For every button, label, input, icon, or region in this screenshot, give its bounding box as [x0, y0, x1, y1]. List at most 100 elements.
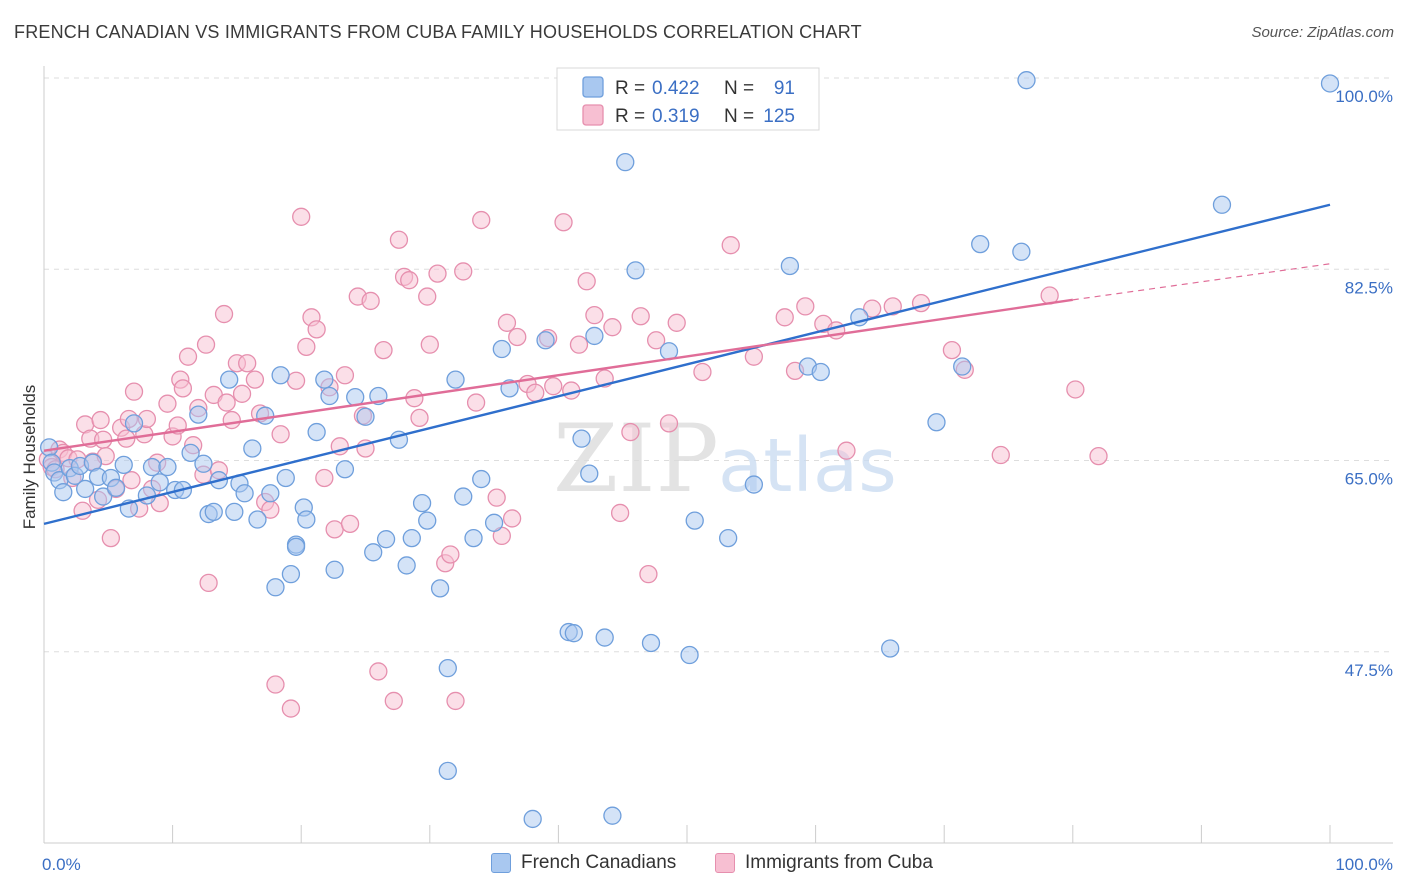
data-point: [780, 256, 800, 276]
data-point: [297, 337, 316, 356]
data-point: [281, 565, 301, 584]
data-point: [595, 628, 614, 647]
y-tick-label: 100.0%: [1335, 87, 1393, 106]
data-point: [384, 691, 403, 711]
data-point: [603, 806, 622, 825]
data-point: [204, 502, 223, 522]
x-tick-label: 0.0%: [42, 855, 81, 874]
data-point: [364, 543, 383, 562]
data-point: [374, 340, 393, 360]
data-point: [1089, 446, 1108, 466]
data-point: [220, 370, 239, 389]
data-point: [325, 560, 344, 579]
data-point: [466, 393, 486, 412]
legend-stats: R = 0.422 N = 91 R = 0.319 N = 125: [556, 67, 820, 131]
data-point: [523, 809, 542, 829]
data-point: [94, 430, 113, 449]
data-point: [631, 307, 650, 326]
data-point: [639, 565, 658, 584]
data-point: [297, 510, 316, 529]
data-point: [721, 236, 740, 255]
data-point: [659, 414, 679, 433]
data-point: [261, 484, 280, 503]
trend-line: [43, 203, 1331, 526]
data-point: [76, 479, 95, 499]
legend-stat-swatch: [582, 104, 604, 126]
data-point: [685, 511, 704, 530]
chart-title: FRENCH CANADIAN VS IMMIGRANTS FROM CUBA …: [14, 22, 862, 42]
data-point: [54, 483, 73, 502]
data-point: [454, 487, 473, 506]
data-point: [124, 382, 144, 401]
data-point: [181, 443, 200, 463]
data-point: [271, 425, 290, 444]
data-point: [142, 457, 162, 477]
data-point: [464, 528, 483, 548]
data-point: [536, 331, 555, 350]
data-point: [376, 530, 396, 549]
data-point: [1320, 74, 1340, 93]
data-point: [397, 556, 416, 575]
data-point: [603, 318, 622, 337]
data-point: [189, 405, 208, 424]
data-point: [196, 335, 216, 354]
data-point: [248, 510, 267, 529]
data-point: [430, 579, 450, 598]
data-point: [232, 384, 252, 403]
data-point: [1212, 195, 1232, 214]
data-point: [217, 393, 236, 412]
data-point: [173, 379, 193, 398]
data-point: [472, 210, 491, 230]
data-point: [276, 468, 295, 488]
data-point: [438, 761, 457, 781]
data-point: [811, 362, 830, 382]
legend-n-label: N =: [724, 78, 754, 99]
data-point: [1017, 71, 1036, 90]
series-french-canadians: [39, 71, 1340, 829]
data-point: [454, 262, 473, 281]
data-point: [420, 335, 439, 354]
data-point: [526, 383, 545, 402]
data-point: [412, 493, 432, 513]
data-point: [286, 537, 306, 556]
data-point: [243, 439, 262, 458]
legend-n-value: 91: [774, 78, 795, 99]
data-point: [863, 299, 882, 318]
trend-line: [43, 298, 1073, 452]
data-point: [266, 578, 285, 597]
legend-stat-swatch: [582, 76, 604, 98]
data-point: [320, 386, 339, 406]
data-point: [315, 370, 334, 389]
legend-r-value: 0.422: [652, 78, 700, 99]
trend-lines: [43, 203, 1331, 526]
data-point: [911, 293, 931, 313]
data-point: [508, 327, 527, 347]
legend-label-french-canadians: French Canadians: [521, 852, 677, 873]
data-point: [369, 662, 388, 681]
data-point: [418, 287, 437, 306]
data-point: [564, 624, 583, 643]
data-point: [199, 573, 218, 593]
data-point: [446, 691, 465, 711]
data-point: [744, 347, 764, 366]
tick-labels: 100.0% 82.5% 65.0% 47.5% 0.0% 100.0%: [42, 87, 1393, 874]
y-tick-label: 65.0%: [1345, 470, 1393, 489]
data-point: [106, 478, 126, 497]
data-point: [616, 152, 635, 172]
trend-line-extension: [1072, 263, 1331, 301]
data-point: [744, 475, 764, 494]
legend-r-label: R =: [615, 106, 645, 127]
data-point: [91, 410, 110, 430]
data-point: [402, 528, 421, 548]
data-point: [487, 488, 506, 507]
data-point: [472, 469, 491, 489]
data-point: [158, 394, 177, 413]
data-point: [942, 340, 962, 360]
data-point: [1012, 242, 1031, 261]
data-point: [101, 528, 121, 548]
data-point: [356, 407, 375, 426]
data-point: [266, 675, 285, 694]
data-point: [693, 362, 712, 382]
data-point: [158, 457, 177, 477]
